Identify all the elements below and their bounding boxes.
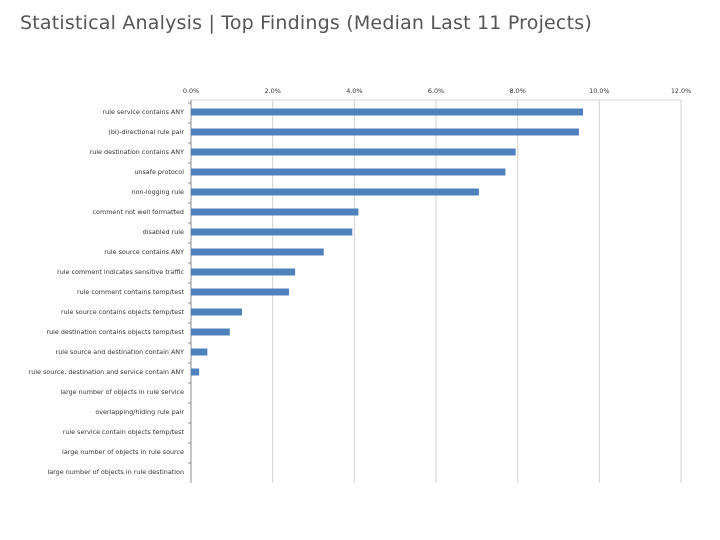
category-label: rule source contains objects temp/test [61, 308, 184, 316]
category-label: overlapping/hiding rule pair [95, 408, 184, 416]
bar [191, 268, 296, 276]
bar [191, 168, 506, 176]
category-label: rule comment contains temp/test [77, 288, 185, 296]
x-tick-label: 10.0% [589, 87, 609, 95]
bar [191, 148, 516, 156]
bar [191, 368, 200, 376]
slide-title: Statistical Analysis | Top Findings (Med… [20, 12, 592, 34]
category-label: rule service contains ANY [103, 108, 185, 116]
bar [191, 228, 353, 236]
bar [191, 108, 583, 116]
category-label: rule destination contains ANY [90, 148, 184, 156]
category-labels: rule service contains ANY (bi)-directiona… [29, 108, 185, 476]
category-label: rule comment indicates sensitive traffic [57, 268, 184, 276]
bar [191, 248, 324, 256]
x-tick-label: 8.0% [510, 87, 526, 95]
category-label: unsafe protocol [134, 168, 184, 176]
x-tick-labels: 0.0% 2.0% 4.0% 6.0% 8.0% 10.0% 12.0% [183, 87, 691, 95]
category-label: rule source, destination and service con… [29, 368, 184, 376]
bar [191, 188, 479, 196]
bars [191, 108, 583, 376]
category-label: large number of objects in rule source [62, 448, 184, 456]
x-tick-label: 12.0% [671, 87, 691, 95]
category-label: disabled rule [143, 228, 184, 236]
category-label: rule source and destination contain ANY [56, 348, 184, 356]
bar [191, 348, 208, 356]
x-tick-label: 0.0% [183, 87, 199, 95]
category-label: non-logging rule [132, 188, 184, 196]
bar [191, 288, 289, 296]
category-label: (bi)-directional rule pair [108, 128, 184, 136]
x-tick-label: 6.0% [428, 87, 444, 95]
bar [191, 208, 359, 216]
bar [191, 328, 230, 336]
category-label: rule service contain objects temp/test [63, 428, 185, 436]
gridlines [272, 100, 682, 483]
category-label: large number of objects in rule service [60, 388, 184, 396]
category-label: comment not well formatted [93, 208, 184, 216]
category-label: rule destination contains objects temp/t… [46, 328, 184, 336]
category-label: rule source contains ANY [104, 248, 184, 256]
bar [191, 128, 579, 136]
x-tick-label: 4.0% [346, 87, 362, 95]
x-tick-label: 2.0% [265, 87, 281, 95]
bar [191, 308, 243, 316]
category-label: large number of objects in rule destinat… [47, 468, 184, 476]
